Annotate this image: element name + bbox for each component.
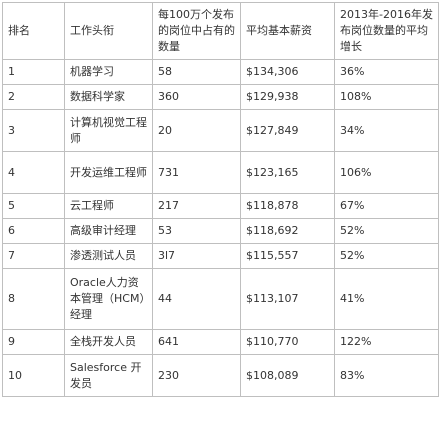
cell-growth: 52% <box>334 218 439 244</box>
cell-growth: 83% <box>334 354 439 397</box>
cell-count: 230 <box>152 354 241 397</box>
cell-job-title: 渗透测试人员 <box>64 243 153 269</box>
cell-salary: $113,107 <box>240 268 335 330</box>
cell-rank: 7 <box>2 243 65 269</box>
cell-growth: 106% <box>334 151 439 194</box>
table-container: 排名 工作头衔 每100万个发布的岗位中占有的数量 平均基本薪资 2013年-2… <box>2 2 439 397</box>
header-growth: 2013年-2016年发布岗位数量的平均增长 <box>334 2 439 60</box>
cell-salary: $118,692 <box>240 218 335 244</box>
cell-count: 217 <box>152 193 241 219</box>
cell-job-title: 全栈开发人员 <box>64 329 153 355</box>
cell-job-title: 开发运维工程师 <box>64 151 153 194</box>
cell-count: 58 <box>152 59 241 85</box>
table-row: 6 高级审计经理 53 $118,692 52% <box>2 218 439 244</box>
table-row: 2 数据科学家 360 $129,938 108% <box>2 84 439 110</box>
cell-count: 641 <box>152 329 241 355</box>
cell-growth: 52% <box>334 243 439 269</box>
cell-job-title: Salesforce 开发员 <box>64 354 153 397</box>
header-count: 每100万个发布的岗位中占有的数量 <box>152 2 241 60</box>
cell-growth: 108% <box>334 84 439 110</box>
table-row: 4 开发运维工程师 731 $123,165 106% <box>2 151 439 194</box>
header-job-title: 工作头衔 <box>64 2 153 60</box>
header-salary: 平均基本薪资 <box>240 2 335 60</box>
cell-salary: $108,089 <box>240 354 335 397</box>
cell-job-title: 计算机视觉工程师 <box>64 109 153 152</box>
cell-salary: $123,165 <box>240 151 335 194</box>
salary-table: 排名 工作头衔 每100万个发布的岗位中占有的数量 平均基本薪资 2013年-2… <box>2 2 439 397</box>
cell-count: 44 <box>152 268 241 330</box>
cell-growth: 67% <box>334 193 439 219</box>
cell-salary: $110,770 <box>240 329 335 355</box>
cell-salary: $118,878 <box>240 193 335 219</box>
cell-job-title: 高级审计经理 <box>64 218 153 244</box>
table-row: 7 渗透测试人员 3l7 $115,557 52% <box>2 243 439 269</box>
cell-job-title: 云工程师 <box>64 193 153 219</box>
header-rank: 排名 <box>2 2 65 60</box>
cell-rank: 2 <box>2 84 65 110</box>
cell-growth: 34% <box>334 109 439 152</box>
table-header-row: 排名 工作头衔 每100万个发布的岗位中占有的数量 平均基本薪资 2013年-2… <box>2 2 439 60</box>
cell-growth: 122% <box>334 329 439 355</box>
cell-rank: 3 <box>2 109 65 152</box>
cell-salary: $115,557 <box>240 243 335 269</box>
cell-rank: 6 <box>2 218 65 244</box>
table-row: 1 机器学习 58 $134,306 36% <box>2 59 439 85</box>
cell-count: 360 <box>152 84 241 110</box>
cell-growth: 36% <box>334 59 439 85</box>
cell-rank: 1 <box>2 59 65 85</box>
cell-job-title: Oracle人力资本管理（HCM）经理 <box>64 268 153 330</box>
cell-salary: $129,938 <box>240 84 335 110</box>
cell-count: 53 <box>152 218 241 244</box>
table-row: 3 计算机视觉工程师 20 $127,849 34% <box>2 109 439 152</box>
cell-count: 3l7 <box>152 243 241 269</box>
cell-rank: 9 <box>2 329 65 355</box>
cell-rank: 10 <box>2 354 65 397</box>
cell-salary: $127,849 <box>240 109 335 152</box>
cell-job-title: 数据科学家 <box>64 84 153 110</box>
table-row: 9 全栈开发人员 641 $110,770 122% <box>2 329 439 355</box>
cell-rank: 8 <box>2 268 65 330</box>
table-row: 8 Oracle人力资本管理（HCM）经理 44 $113,107 41% <box>2 268 439 330</box>
cell-growth: 41% <box>334 268 439 330</box>
cell-count: 731 <box>152 151 241 194</box>
cell-job-title: 机器学习 <box>64 59 153 85</box>
cell-count: 20 <box>152 109 241 152</box>
cell-rank: 4 <box>2 151 65 194</box>
table-row: 10 Salesforce 开发员 230 $108,089 83% <box>2 354 439 397</box>
table-row: 5 云工程师 217 $118,878 67% <box>2 193 439 219</box>
cell-rank: 5 <box>2 193 65 219</box>
cell-salary: $134,306 <box>240 59 335 85</box>
